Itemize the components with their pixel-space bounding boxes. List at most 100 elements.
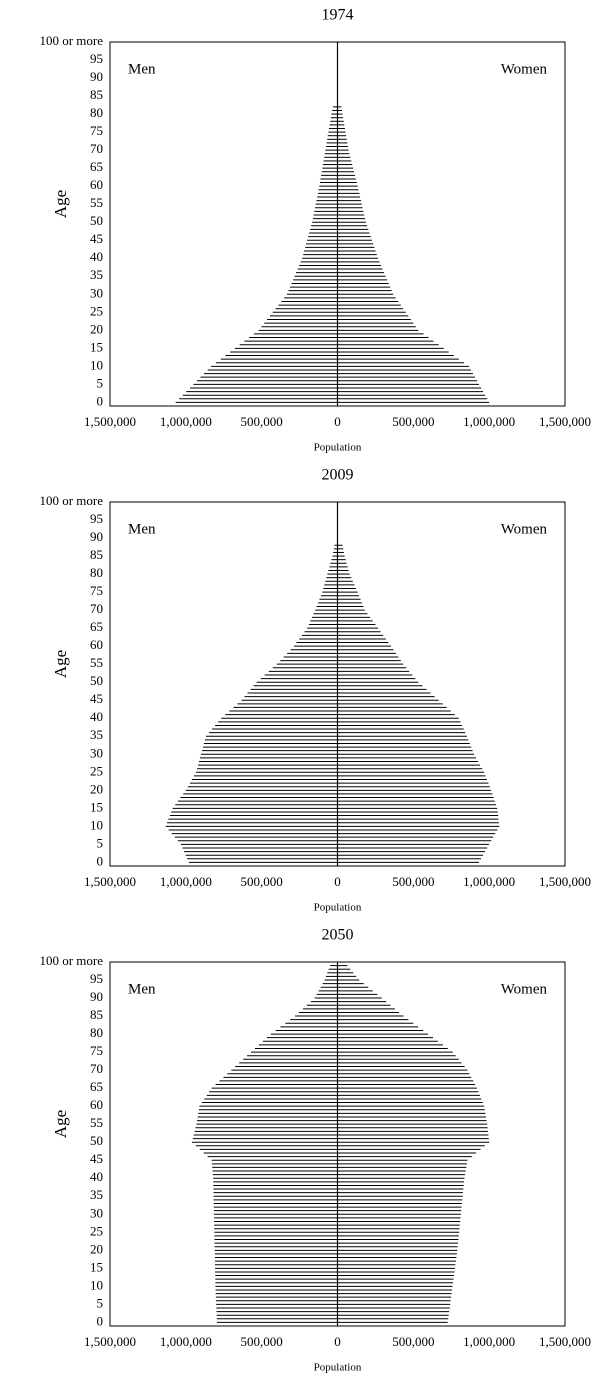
y-tick-label: 95 xyxy=(90,511,103,526)
y-tick-label: 10 xyxy=(90,357,103,372)
x-axis-title: Population xyxy=(314,442,362,454)
y-tick-label: 30 xyxy=(90,745,103,760)
y-tick-label: 0 xyxy=(97,1313,104,1328)
y-tick-label: 5 xyxy=(97,1295,104,1310)
y-tick-label: 50 xyxy=(90,673,103,688)
y-tick-label: 70 xyxy=(90,141,103,156)
y-tick-label: 60 xyxy=(90,637,103,652)
y-tick-label: 10 xyxy=(90,817,103,832)
x-tick-label: 1,500,000 xyxy=(84,874,136,889)
y-tick-label: 85 xyxy=(90,87,103,102)
legend-label: Men xyxy=(128,981,156,997)
x-tick-label: 1,500,000 xyxy=(539,414,591,429)
y-tick-label: 95 xyxy=(90,971,103,986)
y-tick-label: 90 xyxy=(90,529,103,544)
y-tick-label: 30 xyxy=(90,285,103,300)
y-tick-label: 10 xyxy=(90,1277,103,1292)
y-tick-label: 60 xyxy=(90,1097,103,1112)
y-tick-label: 80 xyxy=(90,105,103,120)
y-tick-label: 20 xyxy=(90,1241,103,1256)
y-tick-label: 100 or more xyxy=(39,953,103,968)
x-tick-label: 1,000,000 xyxy=(463,874,515,889)
y-tick-label: 70 xyxy=(90,1061,103,1076)
y-tick-label: 25 xyxy=(90,763,103,778)
y-tick-label: 25 xyxy=(90,303,103,318)
x-tick-label: 1,500,000 xyxy=(84,414,136,429)
x-tick-label: 1,000,000 xyxy=(160,874,212,889)
y-tick-label: 100 or more xyxy=(39,33,103,48)
y-tick-label: 70 xyxy=(90,601,103,616)
y-tick-label: 30 xyxy=(90,1205,103,1220)
y-tick-label: 15 xyxy=(90,799,103,814)
y-tick-label: 45 xyxy=(90,1151,103,1166)
y-axis-title: Age xyxy=(51,190,70,218)
y-tick-label: 60 xyxy=(90,177,103,192)
x-tick-label: 500,000 xyxy=(241,414,283,429)
x-tick-label: 1,500,000 xyxy=(84,1334,136,1349)
y-tick-label: 50 xyxy=(90,213,103,228)
y-tick-label: 55 xyxy=(90,1115,103,1130)
y-tick-label: 35 xyxy=(90,267,103,282)
y-tick-label: 55 xyxy=(90,655,103,670)
x-axis-title: Population xyxy=(314,1362,362,1374)
y-tick-label: 85 xyxy=(90,1007,103,1022)
y-tick-label: 50 xyxy=(90,1133,103,1148)
x-tick-label: 1,000,000 xyxy=(463,414,515,429)
x-tick-label: 1,500,000 xyxy=(539,1334,591,1349)
x-tick-label: 500,000 xyxy=(241,874,283,889)
x-tick-label: 1,500,000 xyxy=(539,874,591,889)
x-tick-label: 1,000,000 xyxy=(160,414,212,429)
y-tick-label: 65 xyxy=(90,1079,103,1094)
y-tick-label: 45 xyxy=(90,231,103,246)
y-tick-label: 15 xyxy=(90,339,103,354)
y-axis-title: Age xyxy=(51,650,70,678)
x-tick-label: 500,000 xyxy=(392,414,434,429)
y-tick-label: 40 xyxy=(90,249,103,264)
y-tick-label: 55 xyxy=(90,195,103,210)
y-tick-label: 90 xyxy=(90,989,103,1004)
y-tick-label: 35 xyxy=(90,1187,103,1202)
y-tick-label: 5 xyxy=(97,835,104,850)
y-tick-label: 35 xyxy=(90,727,103,742)
y-tick-label: 75 xyxy=(90,583,103,598)
y-tick-label: 25 xyxy=(90,1223,103,1238)
y-tick-label: 75 xyxy=(90,123,103,138)
legend-label: Women xyxy=(501,521,548,537)
legend-label: Men xyxy=(128,521,156,537)
pyramid-panel: 2009 0 5 10 15 20 25 30 35 40 45 50 55 60 65 70 75 80 85 90… xyxy=(39,467,591,914)
y-tick-label: 95 xyxy=(90,51,103,66)
y-tick-label: 100 or more xyxy=(39,493,103,508)
y-tick-label: 20 xyxy=(90,321,103,336)
y-tick-label: 15 xyxy=(90,1259,103,1274)
legend-label: Men xyxy=(128,61,156,77)
y-tick-label: 65 xyxy=(90,159,103,174)
x-tick-label: 1,000,000 xyxy=(463,1334,515,1349)
y-tick-label: 40 xyxy=(90,1169,103,1184)
y-tick-label: 5 xyxy=(97,375,104,390)
x-tick-label: 1,000,000 xyxy=(160,1334,212,1349)
y-tick-label: 80 xyxy=(90,1025,103,1040)
y-tick-label: 0 xyxy=(97,393,104,408)
y-tick-label: 45 xyxy=(90,691,103,706)
y-tick-label: 0 xyxy=(97,853,104,868)
y-tick-label: 65 xyxy=(90,619,103,634)
pyramid-panel: 2050 0 5 10 15 20 25 30 35 40 45 50 55 60 65 70 75 80 85 90… xyxy=(39,927,591,1374)
x-tick-label: 0 xyxy=(334,414,341,429)
y-tick-label: 85 xyxy=(90,547,103,562)
chart-title: 2050 xyxy=(322,927,354,944)
pyramid-panel: 1974 0 5 10 15 20 25 30 35 40 45 50 55 60 65 70 75 80 85 90… xyxy=(39,7,591,454)
x-tick-label: 500,000 xyxy=(392,1334,434,1349)
legend-label: Women xyxy=(501,981,548,997)
y-tick-label: 80 xyxy=(90,565,103,580)
chart-title: 1974 xyxy=(322,7,354,24)
y-tick-label: 75 xyxy=(90,1043,103,1058)
chart-title: 2009 xyxy=(322,467,354,484)
y-tick-label: 40 xyxy=(90,709,103,724)
x-tick-label: 0 xyxy=(334,1334,341,1349)
legend-label: Women xyxy=(501,61,548,77)
y-tick-label: 20 xyxy=(90,781,103,796)
x-tick-label: 500,000 xyxy=(241,1334,283,1349)
x-axis-title: Population xyxy=(314,902,362,914)
x-tick-label: 0 xyxy=(334,874,341,889)
